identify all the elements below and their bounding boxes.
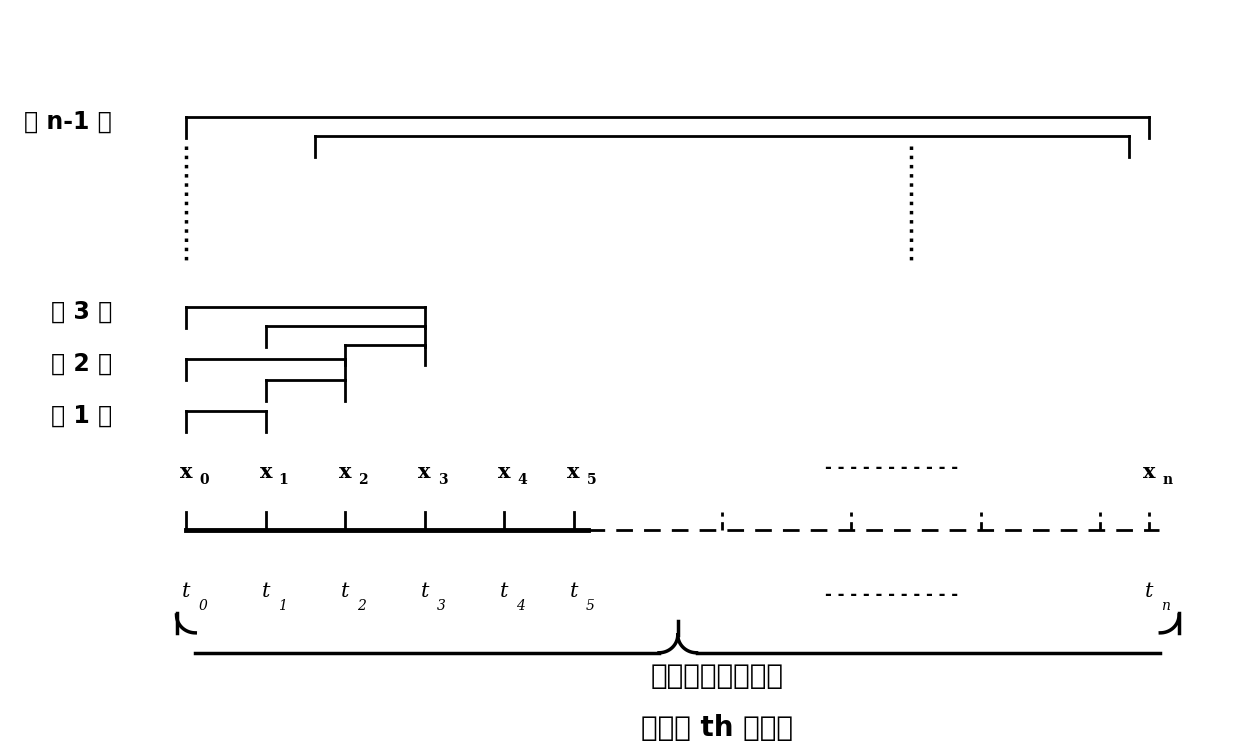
Text: x: x: [180, 462, 192, 482]
Text: n: n: [1162, 473, 1172, 487]
Text: 数据彼此间距离小: 数据彼此间距离小: [651, 663, 784, 690]
Text: 4: 4: [517, 473, 527, 487]
Text: 第 1 回: 第 1 回: [51, 404, 112, 427]
Text: - - - - - - - - - - -: - - - - - - - - - - -: [825, 586, 957, 605]
Text: n: n: [1161, 599, 1171, 613]
Text: t: t: [262, 582, 270, 601]
Text: t: t: [420, 582, 429, 601]
Text: 2: 2: [358, 473, 368, 487]
Text: t: t: [500, 582, 508, 601]
Text: 0: 0: [198, 599, 207, 613]
Text: 第 n-1 回: 第 n-1 回: [25, 110, 112, 134]
Text: x: x: [259, 462, 272, 482]
Text: 5: 5: [587, 473, 596, 487]
Text: 第 2 回: 第 2 回: [51, 352, 112, 375]
Text: x: x: [339, 462, 351, 482]
Text: x: x: [568, 462, 580, 482]
Text: 3: 3: [438, 473, 448, 487]
Text: t: t: [569, 582, 578, 601]
Text: 于阈値 th 的范围: 于阈値 th 的范围: [641, 715, 794, 742]
Text: 4: 4: [516, 599, 525, 613]
Text: x: x: [1143, 462, 1156, 482]
Text: 1: 1: [279, 473, 289, 487]
Text: 1: 1: [278, 599, 286, 613]
Text: x: x: [497, 462, 511, 482]
Text: x: x: [418, 462, 432, 482]
Text: - - - - - - - - - - -: - - - - - - - - - - -: [825, 459, 957, 477]
Text: 2: 2: [357, 599, 366, 613]
Text: 第 3 回: 第 3 回: [51, 300, 112, 324]
Text: t: t: [1145, 582, 1153, 601]
Text: t: t: [341, 582, 350, 601]
Text: 3: 3: [436, 599, 445, 613]
Text: 5: 5: [585, 599, 594, 613]
Text: t: t: [182, 582, 191, 601]
Text: 0: 0: [200, 473, 210, 487]
